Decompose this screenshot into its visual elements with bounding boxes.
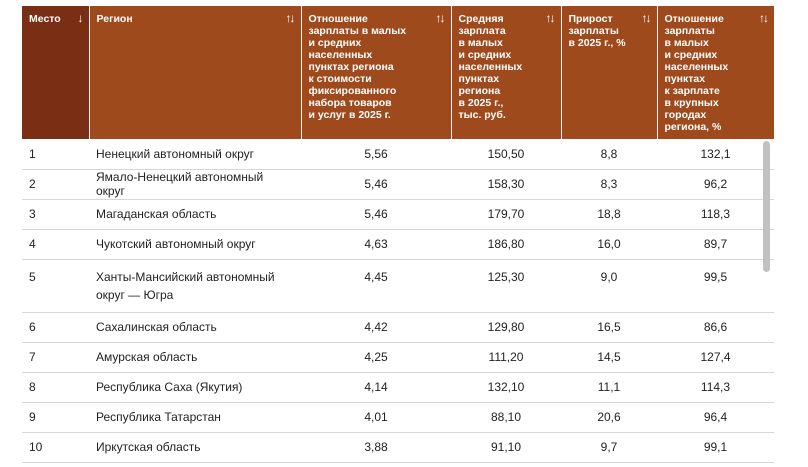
cell-ratio: 4,45 [301, 259, 451, 313]
cell-ratio: 5,56 [301, 139, 451, 170]
cell-place: 2 [22, 169, 89, 200]
cell-salary: 150,50 [451, 139, 561, 170]
column-header-label: Прирост зарплаты в 2025 г., % [568, 13, 626, 49]
cell-growth: 16,0 [561, 229, 657, 260]
table-row: 6 Сахалинская область 4,42 129,80 16,5 86,6 [22, 312, 774, 343]
cell-place: 8 [22, 372, 89, 403]
column-header-label: Отношение зарплаты в малых и средних нас… [308, 13, 407, 121]
sort-toggle-icon[interactable]: ↑↓ [759, 11, 769, 25]
cell-place: 10 [22, 432, 89, 463]
cell-city-ratio: 118,3 [657, 199, 774, 230]
cell-salary: 158,30 [451, 169, 561, 200]
cell-salary: 132,10 [451, 372, 561, 403]
cell-region: Амурская область [89, 342, 301, 373]
cell-region: Республика Саха (Якутия) [89, 372, 301, 403]
cell-growth: 18,8 [561, 199, 657, 230]
cell-salary: 91,10 [451, 432, 561, 463]
cell-salary: 111,20 [451, 342, 561, 373]
table-row: 10 Иркутская область 3,88 91,10 9,7 99,1 [22, 432, 774, 463]
cell-ratio: 4,14 [301, 372, 451, 403]
vertical-scrollbar[interactable] [763, 141, 770, 272]
cell-city-ratio: 99,5 [657, 259, 774, 313]
table-row: 4 Чукотский автономный округ 4,63 186,80 16,… [22, 229, 774, 260]
cell-region: Иркутская область [89, 432, 301, 463]
cell-region: Чукотский автономный округ [89, 229, 301, 260]
cell-place: 3 [22, 199, 89, 230]
cell-ratio: 4,42 [301, 312, 451, 343]
cell-salary: 186,80 [451, 229, 561, 260]
table-row: 3 Магаданская область 5,46 179,70 18,8 118,3 [22, 199, 774, 230]
cell-region: Ямало-Ненецкий автономный округ [89, 169, 301, 200]
cell-salary: 179,70 [451, 199, 561, 230]
cell-region: Республика Татарстан [89, 402, 301, 433]
table-header-row: Место ↓ Регион ↑↓ Отношение зарплаты в м… [22, 6, 774, 139]
cell-growth: 16,5 [561, 312, 657, 343]
cell-growth: 9,0 [561, 259, 657, 313]
cell-salary: 88,10 [451, 402, 561, 433]
table-body: 1 Ненецкий автономный округ 5,56 150,50 8,8 1… [22, 139, 774, 463]
sort-toggle-icon[interactable]: ↑↓ [285, 11, 296, 25]
cell-place: 5 [22, 259, 89, 313]
cell-salary: 125,30 [451, 259, 561, 313]
cell-city-ratio: 132,1 [657, 139, 774, 170]
cell-place: 1 [22, 139, 89, 170]
cell-region: Ненецкий автономный округ [89, 139, 301, 170]
cell-ratio: 4,01 [301, 402, 451, 433]
cell-growth: 8,3 [561, 169, 657, 200]
cell-growth: 20,6 [561, 402, 657, 433]
table-row: 9 Республика Татарстан 4,01 88,10 20,6 96,4 [22, 402, 774, 433]
cell-salary: 129,80 [451, 312, 561, 343]
column-header-growth[interactable]: Прирост зарплаты в 2025 г., % ↑↓ [561, 6, 658, 139]
cell-place: 6 [22, 312, 89, 343]
table-row: 2 Ямало-Ненецкий автономный округ 5,46 158,… [22, 169, 774, 200]
cell-place: 7 [22, 342, 89, 373]
ranking-table: Место ↓ Регион ↑↓ Отношение зарплаты в м… [22, 6, 774, 463]
cell-ratio: 4,25 [301, 342, 451, 373]
table-row: 7 Амурская область 4,25 111,20 14,5 127,4 [22, 342, 774, 373]
cell-city-ratio: 127,4 [657, 342, 774, 373]
column-header-ratio[interactable]: Отношение зарплаты в малых и средних нас… [301, 6, 452, 139]
cell-place: 4 [22, 229, 89, 260]
cell-region: Сахалинская область [89, 312, 301, 343]
cell-place: 9 [22, 402, 89, 433]
column-header-place[interactable]: Место ↓ [22, 6, 90, 139]
table-row: 8 Республика Саха (Якутия) 4,14 132,10 11,1 1… [22, 372, 774, 403]
table-row: 1 Ненецкий автономный округ 5,56 150,50 8,8 1… [22, 139, 774, 170]
cell-city-ratio: 114,3 [657, 372, 774, 403]
table-row: 5 Ханты-Мансийский автономный округ — Югр… [22, 259, 774, 313]
cell-growth: 14,5 [561, 342, 657, 373]
cell-city-ratio: 96,2 [657, 169, 774, 200]
cell-region: Магаданская область [89, 199, 301, 230]
column-header-salary[interactable]: Средняя зарплата в малых и средних насел… [451, 6, 562, 139]
cell-growth: 11,1 [561, 372, 657, 403]
cell-ratio: 4,63 [301, 229, 451, 260]
sort-toggle-icon[interactable]: ↑↓ [545, 11, 556, 25]
sort-descending-icon[interactable]: ↓ [77, 11, 84, 25]
cell-ratio: 5,46 [301, 169, 451, 200]
sort-toggle-icon[interactable]: ↑↓ [435, 11, 446, 25]
cell-city-ratio: 99,1 [657, 432, 774, 463]
cell-ratio: 5,46 [301, 199, 451, 230]
cell-city-ratio: 96,4 [657, 402, 774, 433]
cell-region: Ханты-Мансийский автономный округ — Югра [89, 259, 301, 313]
column-header-label: Регион [96, 13, 133, 25]
column-header-label: Место [29, 13, 61, 25]
cell-city-ratio: 86,6 [657, 312, 774, 343]
cell-ratio: 3,88 [301, 432, 451, 463]
sort-toggle-icon[interactable]: ↑↓ [641, 11, 652, 25]
cell-city-ratio: 89,7 [657, 229, 774, 260]
cell-growth: 8,8 [561, 139, 657, 170]
column-header-city-ratio[interactable]: Отношение зарплаты в малых и средних нас… [657, 6, 774, 139]
column-header-label: Отношение зарплаты в малых и средних нас… [664, 13, 729, 133]
column-header-label: Средняя зарплата в малых и средних насел… [458, 13, 523, 121]
column-header-region[interactable]: Регион ↑↓ [89, 6, 302, 139]
cell-growth: 9,7 [561, 432, 657, 463]
ranking-table-container: Место ↓ Регион ↑↓ Отношение зарплаты в м… [22, 6, 774, 463]
